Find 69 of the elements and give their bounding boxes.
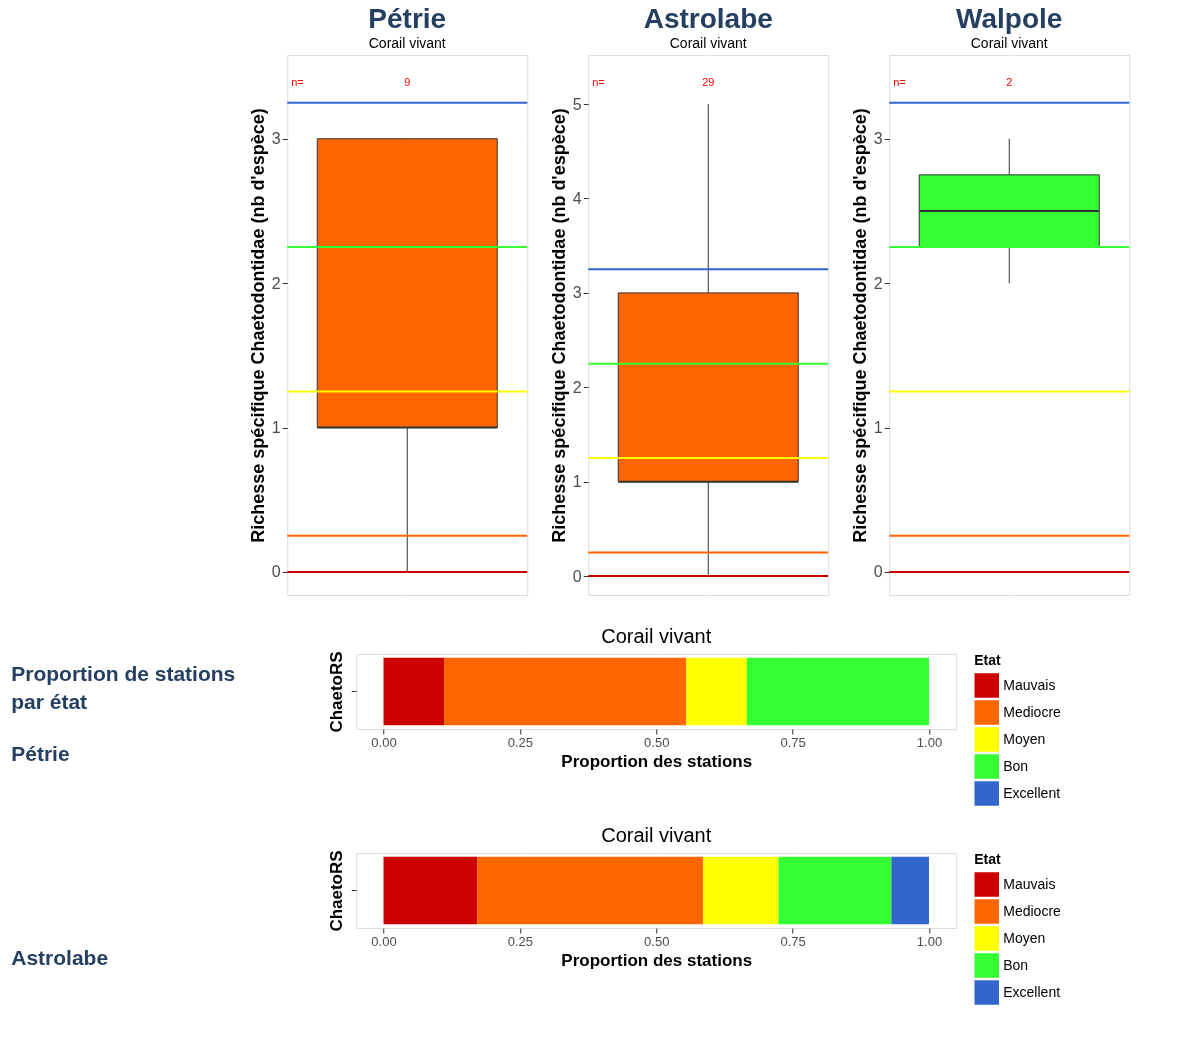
legend-label: Moyen [1003, 730, 1046, 747]
chart-title: Corail vivant [601, 624, 712, 647]
legend-label: Bon [1003, 956, 1029, 973]
bar [477, 856, 704, 925]
y-axis-title: Richesse spécifique Chaetodontidae (nb d'espèce) [849, 108, 870, 543]
bar [746, 657, 929, 726]
chart-subtitle: Corail vivant [669, 35, 747, 51]
bar [444, 657, 687, 726]
chart-title: Astrolabe [643, 3, 773, 34]
bar [383, 657, 445, 726]
y-tick-label: 3 [572, 284, 582, 302]
annotation: n= [592, 76, 605, 88]
y-tick-label: 0 [271, 563, 281, 581]
annotation: n= [893, 76, 906, 88]
legend-label: Moyen [1003, 929, 1046, 946]
bar [686, 657, 747, 726]
bar [891, 856, 929, 925]
x-tick-label: 0.00 [371, 933, 397, 949]
text: Pétrie [11, 742, 70, 765]
chart-title: Corail vivant [601, 823, 712, 846]
bar [383, 856, 478, 925]
y-tick-label: 4 [572, 190, 582, 207]
y-axis-title: Richesse spécifique Chaetodontidae (nb d'espèce) [247, 108, 268, 543]
x-tick-label: 0.50 [644, 933, 670, 949]
y-axis-title: Richesse spécifique Chaetodontidae (nb d'espèce) [548, 108, 569, 543]
y-tick-label: 3 [271, 130, 281, 148]
legend-title: Etat [974, 652, 1002, 668]
x-axis-title: Proportion des stations [561, 950, 753, 970]
legend-label: Excellent [1003, 983, 1061, 1000]
x-tick-label: 0.75 [780, 933, 806, 949]
y-tick-label: 2 [873, 274, 883, 292]
x-tick-label: 1.00 [916, 933, 943, 949]
bar [703, 856, 779, 925]
y-tick-label: 1 [873, 419, 883, 437]
x-tick-label: 0.25 [507, 734, 534, 750]
x-tick-label: 0.25 [507, 933, 534, 949]
y-tick-label: 0 [873, 563, 883, 581]
y-tick-label: 2 [271, 274, 281, 292]
y-axis-title: ChaetoRS [326, 651, 346, 733]
legend-label: Excellent [1003, 784, 1061, 801]
chart-title: Walpole [956, 3, 1063, 34]
x-tick-label: 0.75 [780, 734, 806, 750]
legend-label: Bon [1003, 757, 1029, 774]
x-axis-title: Proportion des stations [561, 751, 753, 771]
chart-subtitle: Corail vivant [368, 35, 446, 51]
y-tick-label: 1 [572, 473, 582, 491]
bar [778, 856, 892, 925]
legend-label: Mauvais [1003, 875, 1056, 892]
y-tick-label: 0 [572, 567, 582, 585]
legend-label: Mauvais [1003, 676, 1056, 693]
legend-label: Mediocre [1003, 703, 1062, 720]
text: Proportion de stations par état [11, 662, 236, 713]
y-axis-title: ChaetoRS [326, 850, 346, 932]
chart-subtitle: Corail vivant [970, 35, 1048, 51]
annotation: 9 [404, 76, 411, 88]
text: Astrolabe [11, 946, 109, 969]
legend-title: Etat [974, 851, 1002, 867]
chart-title: Pétrie [368, 3, 447, 34]
y-tick-label: 3 [873, 130, 883, 148]
annotation: n= [291, 76, 304, 88]
y-tick-label: 2 [572, 378, 582, 396]
y-tick-label: 1 [271, 419, 281, 437]
x-tick-label: 0.50 [644, 734, 670, 750]
x-tick-label: 0.00 [371, 734, 397, 750]
x-tick-label: 1.00 [916, 734, 943, 750]
y-tick-label: 5 [572, 95, 582, 113]
annotation: 29 [702, 76, 715, 88]
legend-label: Mediocre [1003, 902, 1062, 919]
annotation: 2 [1006, 76, 1013, 88]
